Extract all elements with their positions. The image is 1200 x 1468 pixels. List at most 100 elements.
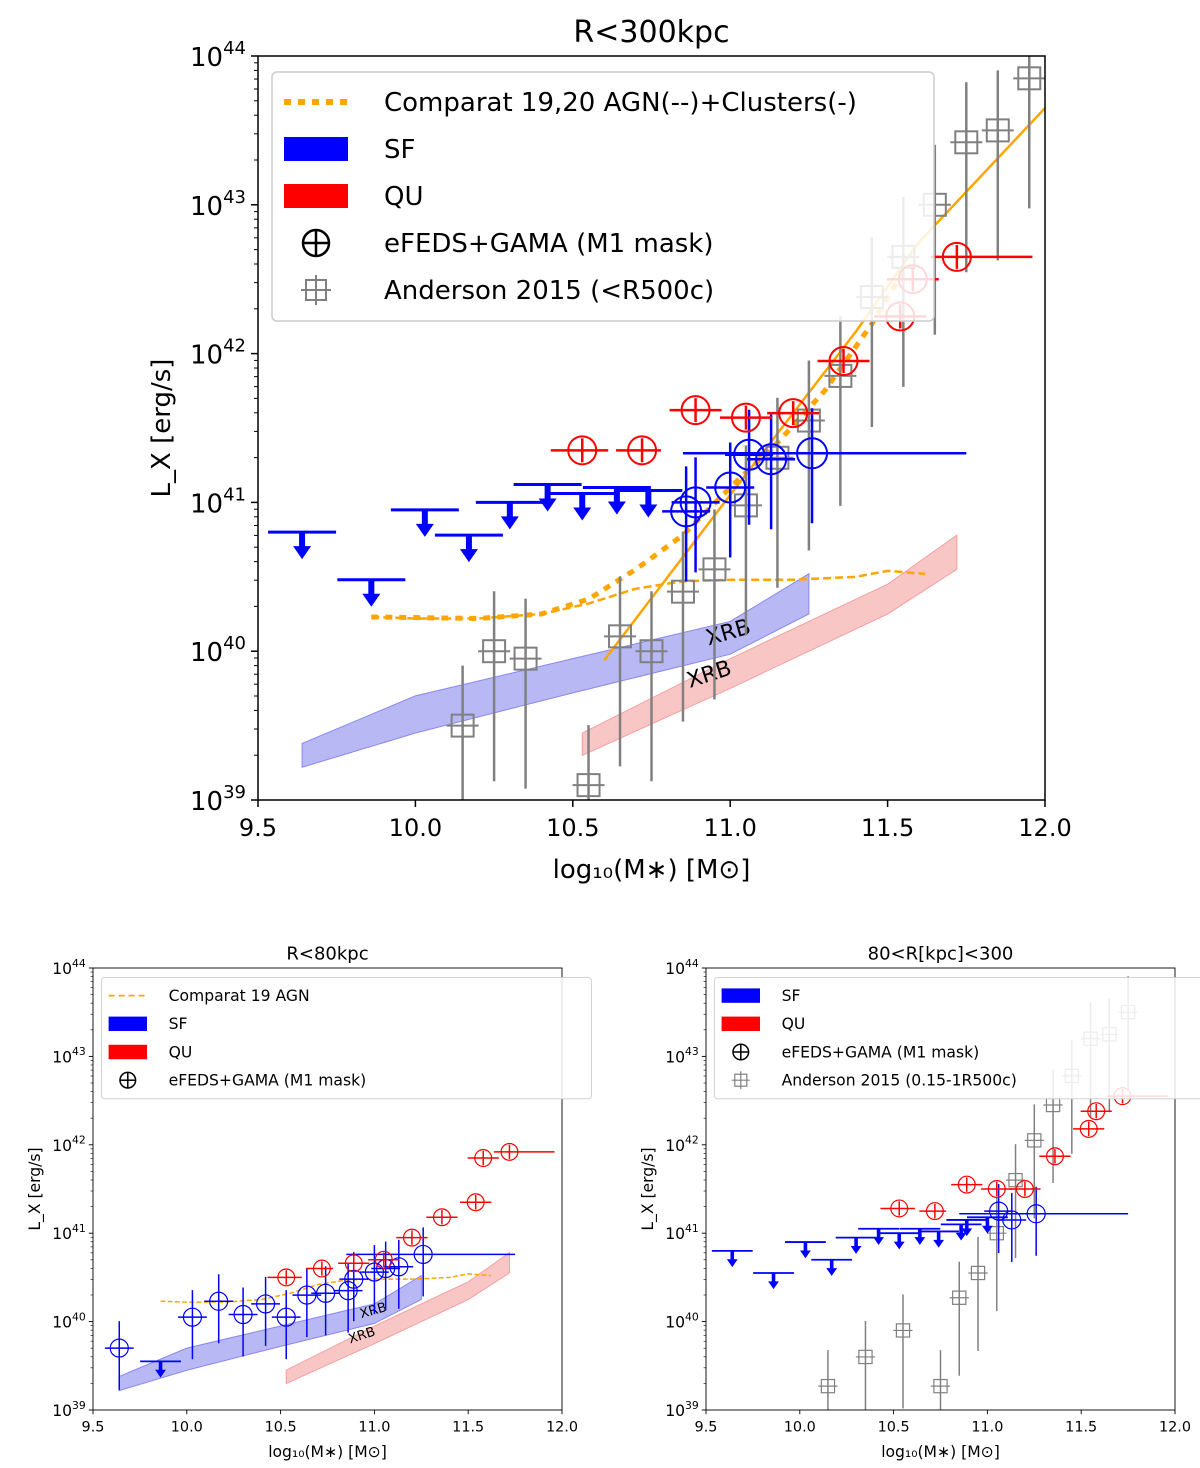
x-tick-label: 10.5 [878, 1420, 910, 1436]
y-tick-exponent: 42 [685, 1134, 699, 1147]
y-tick-exponent: 40 [685, 1310, 699, 1323]
qu-point [730, 402, 761, 433]
sf-upper-limit-arrow [459, 549, 478, 563]
y-tick-exponent: 41 [685, 1222, 699, 1235]
y-tick-label: 1039 [52, 1399, 86, 1420]
qu-point [1087, 1102, 1106, 1121]
sf-upper-limit-arrow [639, 504, 658, 518]
sf-upper-limit-arrow [826, 1268, 838, 1276]
anderson-point [670, 579, 695, 604]
x-tick-label: 9.5 [82, 1420, 105, 1436]
y-tick-label: 1041 [52, 1222, 86, 1243]
legend-label: Anderson 2015 (<R500c) [384, 276, 714, 306]
x-tick-label: 10.0 [171, 1420, 203, 1436]
sf-point [364, 1262, 384, 1282]
x-axis-label: log₁₀(M∗) [M⊙] [553, 855, 751, 885]
qu-point [778, 398, 809, 429]
sf-point [182, 1307, 203, 1327]
legend-box [100, 977, 592, 1100]
axes-frame [705, 967, 1176, 1411]
anderson-point [954, 130, 979, 155]
sf-point [1002, 1210, 1022, 1230]
anderson-point [482, 639, 507, 664]
qu-point [1045, 1147, 1064, 1166]
anderson-point [513, 646, 538, 671]
sf-point [679, 486, 712, 519]
qu-point [567, 435, 598, 466]
legend-box [713, 977, 1200, 1100]
x-tick-label: 10.0 [784, 1420, 816, 1436]
x-tick-label: 9.5 [695, 1420, 718, 1436]
sf-point [1026, 1204, 1046, 1224]
legend-label: QU [169, 1043, 193, 1061]
anderson-point [576, 773, 601, 798]
sf-upper-limit-arrow [293, 546, 312, 560]
sf-upper-limit-arrow [538, 498, 557, 512]
qu-point [941, 241, 972, 272]
y-tick-label: 1040 [190, 633, 246, 668]
anderson-point [1017, 66, 1042, 91]
sf-point [255, 1294, 276, 1314]
legend-label: SF [782, 987, 801, 1005]
qu-point [344, 1254, 363, 1273]
anderson-point [989, 1225, 1004, 1241]
y-tick-label: 1042 [52, 1134, 86, 1155]
sf-point [316, 1283, 336, 1303]
y-tick-label: 1041 [665, 1222, 699, 1243]
legend-label: eFEDS+GAMA (M1 mask) [782, 1043, 980, 1061]
legend-sf-swatch [108, 1016, 147, 1031]
x-tick-label: 10.5 [265, 1420, 297, 1436]
legend-sf-swatch [721, 988, 760, 1003]
y-tick-label: 1041 [190, 484, 246, 519]
y-tick-exponent: 42 [223, 336, 246, 357]
x-tick-label: 11.5 [452, 1420, 484, 1436]
qu-xrb-band [581, 534, 958, 757]
sf-upper-limit-arrow [982, 1225, 993, 1234]
x-tick-label: 12.0 [1018, 814, 1071, 842]
y-tick-label: 1044 [665, 957, 699, 978]
legend-label: SF [169, 1015, 188, 1033]
legend-qu-swatch [284, 184, 348, 208]
anderson-point [796, 408, 821, 433]
legend: Comparat 19,20 AGN(--)+Clusters(-) SF QU eF… [271, 71, 935, 322]
y-tick-label: 1039 [665, 1399, 699, 1420]
y-axis-label: L_X [erg/s] [639, 1147, 658, 1230]
y-tick-label: 1043 [52, 1045, 86, 1066]
y-tick-exponent: 39 [685, 1399, 699, 1412]
y-tick-exponent: 43 [223, 187, 246, 208]
x-tick-label: 11.5 [861, 814, 914, 842]
sf-point [297, 1285, 317, 1305]
sf-upper-limit-arrow [893, 1241, 905, 1250]
legend: SF QU eFEDS+GAMA (M1 mask) Anderson 2015 (0… [713, 977, 1200, 1100]
x-tick-label: 11.0 [358, 1420, 390, 1436]
anderson-point [450, 713, 475, 738]
y-tick-exponent: 41 [223, 484, 246, 505]
y-tick-exponent: 39 [72, 1399, 86, 1412]
legend-label: QU [384, 182, 424, 212]
sf-upper-limit-arrow [362, 593, 381, 607]
anderson-point [933, 1378, 948, 1394]
y-tick-exponent: 42 [72, 1134, 86, 1147]
qu-point [680, 395, 711, 426]
sf-upper-limit-arrow [768, 1281, 779, 1290]
sf-upper-limit-arrow [800, 1250, 811, 1259]
sf-xrb-band [301, 572, 810, 768]
y-tick-label: 1040 [52, 1310, 86, 1331]
sf-point [276, 1307, 296, 1327]
legend-label: eFEDS+GAMA (M1 mask) [169, 1072, 367, 1090]
legend-sf-swatch [284, 137, 348, 161]
sf-upper-limit-arrow [961, 1228, 973, 1237]
sf-upper-limit-arrow [955, 1232, 967, 1241]
comparat-agn-line [371, 569, 926, 620]
anderson-point [985, 118, 1010, 143]
qu-point [432, 1208, 451, 1227]
y-tick-exponent: 39 [223, 782, 246, 803]
anderson-point [970, 1265, 986, 1281]
anderson-point [952, 1290, 967, 1305]
qu-point [987, 1179, 1006, 1198]
qu-xrb-band [285, 1251, 510, 1385]
sf-upper-limit-arrow [726, 1259, 738, 1268]
sf-point [338, 1281, 358, 1301]
